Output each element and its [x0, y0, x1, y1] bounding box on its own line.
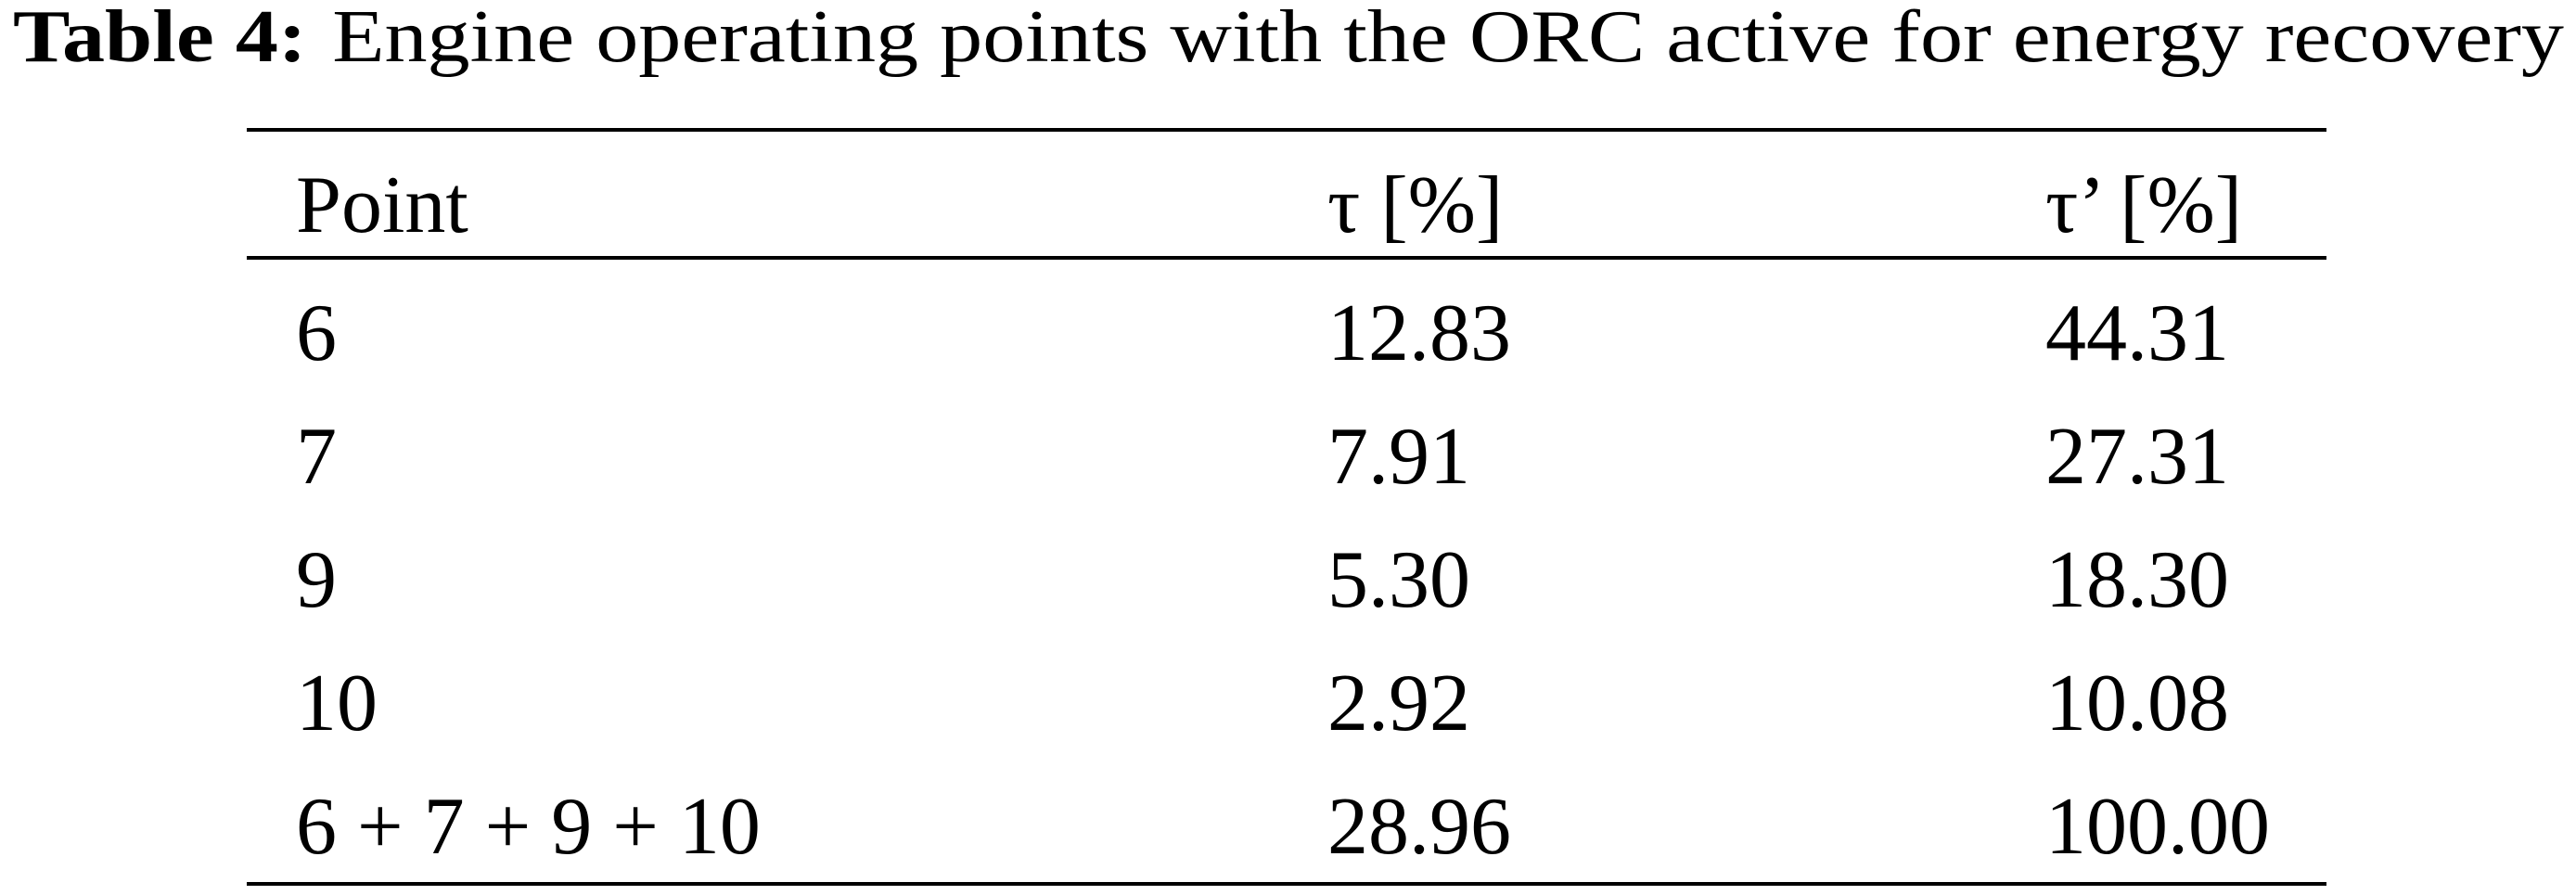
header-cell: Point — [296, 160, 468, 250]
caption-title: Engine operating points with the ORC act… — [332, 0, 2564, 78]
cell: 12.83 — [1327, 288, 1511, 378]
header-cell: τ’ [%] — [2045, 160, 2242, 250]
cell: 7 — [296, 412, 337, 502]
cell: 9 — [296, 535, 337, 625]
caption-label: Table 4: — [13, 0, 307, 78]
cell: 10.08 — [2045, 658, 2229, 748]
cell: 7.91 — [1327, 412, 1470, 502]
cell: 44.31 — [2045, 288, 2229, 378]
cell: 10 — [296, 658, 378, 748]
cell: 28.96 — [1327, 782, 1511, 872]
cell: 6 — [296, 288, 337, 378]
caption: Table 4: Engine operating points with the… — [13, 0, 2564, 78]
cell: 2.92 — [1327, 658, 1470, 748]
cell: 100.00 — [2045, 782, 2270, 872]
header-cell: τ [%] — [1327, 160, 1503, 250]
cell: 18.30 — [2045, 535, 2229, 625]
cell: 6 + 7 + 9 + 10 — [296, 782, 761, 872]
cell: 27.31 — [2045, 412, 2229, 502]
cell: 5.30 — [1327, 535, 1470, 625]
